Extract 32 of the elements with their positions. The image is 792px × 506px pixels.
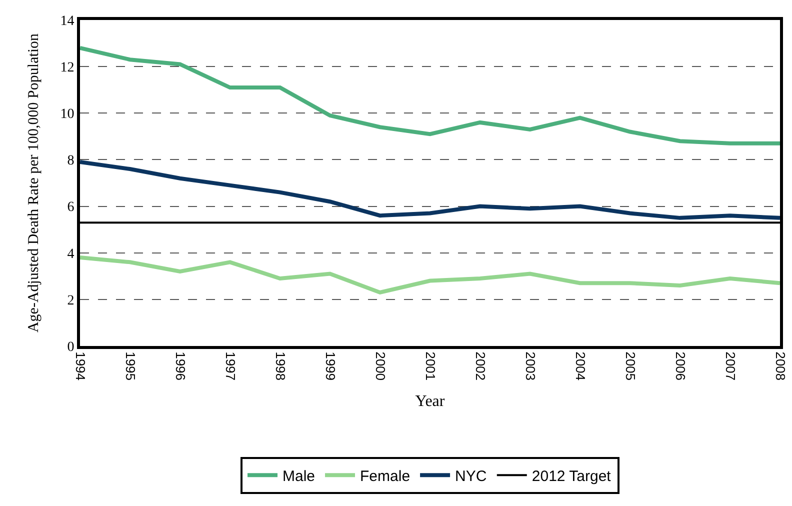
x-axis-title: Year: [415, 393, 446, 410]
y-tick-label: 0: [67, 340, 74, 355]
y-tick-label: 8: [67, 154, 74, 169]
line-series: [80, 160, 780, 220]
x-tick-label: 1998: [272, 352, 288, 381]
y-tick-label: 12: [60, 60, 74, 76]
x-tick-label: 2006: [672, 352, 688, 381]
legend-label: Female: [360, 468, 410, 485]
x-tick-label: 2008: [772, 352, 788, 381]
y-tick-label: 10: [60, 107, 74, 122]
line-series: [80, 46, 780, 146]
legend-label: Male: [282, 468, 316, 485]
x-tick-label: 2003: [522, 352, 538, 381]
x-tick-label: 2001: [422, 352, 438, 381]
x-tick-label: 2005: [622, 352, 638, 381]
y-axis-title: Age-Adjusted Death Rate per 100,000 Population: [26, 32, 42, 333]
legend-label: 2012 Target: [532, 468, 612, 485]
line-series: [80, 256, 780, 294]
y-tick-label: 2: [67, 293, 74, 308]
y-tick-label: 14: [60, 14, 74, 29]
x-tick-label: 1995: [122, 352, 138, 381]
y-tick-label: 4: [67, 246, 74, 262]
x-tick-label: 2004: [572, 352, 588, 381]
x-tick-label: 1994: [72, 352, 88, 381]
x-tick-label: 1999: [322, 352, 338, 381]
legend-label: NYC: [455, 468, 487, 485]
x-tick-label: 2000: [372, 352, 388, 381]
y-tick-label: 6: [67, 200, 74, 216]
x-tick-label: 1996: [172, 352, 188, 381]
x-tick-label: 1997: [222, 352, 238, 381]
x-tick-label: 2002: [472, 352, 488, 381]
x-tick-label: 2007: [722, 352, 738, 381]
